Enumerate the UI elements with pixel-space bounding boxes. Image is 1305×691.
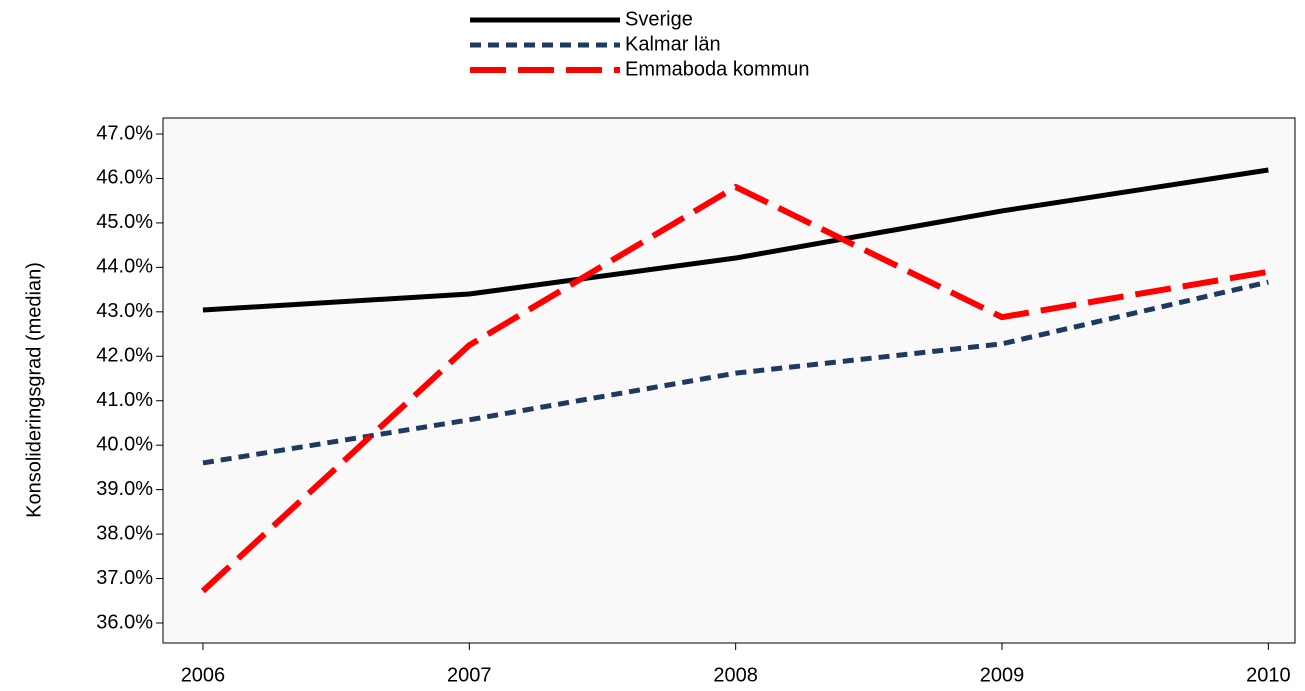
legend-label: Kalmar län <box>625 33 721 55</box>
legend-label: Sverige <box>625 8 693 30</box>
x-tick-label: 2008 <box>713 664 758 686</box>
series-line <box>202 279 1269 466</box>
series-line <box>202 167 1269 313</box>
x-tick-label: 2006 <box>181 664 226 686</box>
y-tick-label: 43.0% <box>96 300 153 322</box>
y-tick-label: 42.0% <box>96 345 153 367</box>
y-tick-label: 37.0% <box>96 567 153 589</box>
plot-area <box>162 117 1296 644</box>
legend-label: Emmaboda kommun <box>625 58 810 80</box>
series-line <box>200 183 1269 594</box>
y-tick-label: 45.0% <box>96 211 153 233</box>
y-tick-label: 41.0% <box>96 389 153 411</box>
y-tick-label: 46.0% <box>96 167 153 189</box>
y-tick-label: 40.0% <box>96 433 153 455</box>
y-tick-label: 44.0% <box>96 256 153 278</box>
y-tick-label: 38.0% <box>96 522 153 544</box>
y-tick-label: 47.0% <box>96 122 153 144</box>
y-tick-label: 36.0% <box>96 611 153 633</box>
y-tick-label: 39.0% <box>96 478 153 500</box>
y-axis-label: Konsolideringsgrad (median) <box>23 262 45 518</box>
x-tick-label: 2010 <box>1246 664 1291 686</box>
x-tick-label: 2009 <box>980 664 1025 686</box>
x-tick-label: 2007 <box>447 664 492 686</box>
